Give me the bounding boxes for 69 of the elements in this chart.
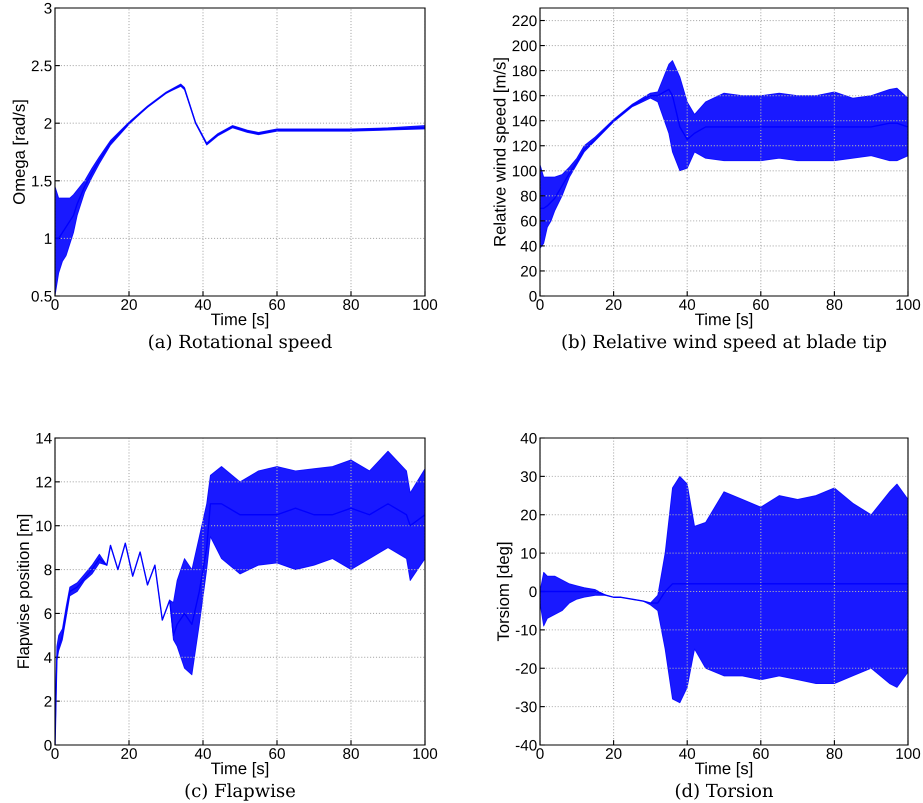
y-tick-label: 40 <box>520 432 537 444</box>
y-tick-label: 60 <box>521 216 537 227</box>
x-tick-label: 40 <box>679 748 696 759</box>
x-tick-label: 20 <box>606 748 622 759</box>
y-tick-label: 0 <box>529 290 537 302</box>
y-tick-label: 1.5 <box>32 176 52 186</box>
x-tick-label: 80 <box>826 748 842 759</box>
y-axis-title: Relative wind speed [m/s] <box>493 58 509 246</box>
y-tick-label: 120 <box>512 140 537 152</box>
x-tick-label: 100 <box>413 748 438 759</box>
y-tick-label: 0 <box>529 586 537 598</box>
y-tick-label: 80 <box>520 190 537 202</box>
x-axis-title: Time [s] <box>211 762 268 778</box>
x-tick-label: 60 <box>269 299 285 310</box>
x-tick-label: 0 <box>536 299 544 310</box>
y-tick-label: 100 <box>512 166 537 176</box>
x-tick-label: 20 <box>606 299 622 310</box>
y-tick-label: 3 <box>44 2 52 14</box>
y-tick-label: 10 <box>521 548 537 559</box>
y-tick-label: 4 <box>44 652 52 663</box>
text: (b) Relative wind speed at blade tip <box>562 334 886 352</box>
y-tick-label: 140 <box>512 116 537 126</box>
x-tick-label: 100 <box>896 299 920 310</box>
x-tick-label: 60 <box>753 748 769 759</box>
y-tick-label: 6 <box>44 608 52 620</box>
y-tick-label: 2 <box>44 696 52 707</box>
x-tick-label: 40 <box>679 299 696 310</box>
y-tick-label: -10 <box>516 624 537 636</box>
y-tick-label: 160 <box>512 90 537 102</box>
x-tick-label: 100 <box>413 299 438 310</box>
x-tick-label: 80 <box>343 299 359 310</box>
y-tick-label: 30 <box>520 471 537 482</box>
y-tick-label: 10 <box>36 520 52 532</box>
x-tick-label: 80 <box>826 299 842 310</box>
x-tick-label: 60 <box>269 748 285 759</box>
y-tick-label: 0 <box>44 740 52 751</box>
y-tick-label: 12 <box>36 476 52 488</box>
x-tick-label: 100 <box>896 748 920 759</box>
x-axis-title: Time [s] <box>695 762 752 778</box>
y-tick-label: 40 <box>520 240 537 252</box>
y-tick-label: 14 <box>36 433 52 444</box>
x-axis-title: Time [s] <box>211 313 268 329</box>
y-axis-title: Omega [rad/s] <box>12 100 28 204</box>
y-tick-label: -20 <box>516 663 537 674</box>
y-tick-label: 20 <box>521 510 537 520</box>
y-tick-label: 220 <box>512 15 537 26</box>
x-tick-label: 80 <box>343 748 359 759</box>
x-tick-label: 20 <box>121 748 137 759</box>
y-tick-label: -30 <box>516 701 537 712</box>
x-tick-label: 40 <box>194 299 211 310</box>
text: (c) Flapwise <box>186 783 295 801</box>
x-axis-title: Time [s] <box>695 313 752 329</box>
y-tick-label: 1 <box>44 233 52 244</box>
y-axis-title: Torsiom [deg] <box>496 542 512 642</box>
y-axis-title: Flapwise position [m] <box>16 514 32 668</box>
x-tick-label: 0 <box>536 748 544 759</box>
y-tick-label: -40 <box>516 740 537 751</box>
text: (d) Torsion <box>676 783 774 800</box>
text: (a) Rotational speed <box>149 334 332 352</box>
x-tick-label: 40 <box>194 748 211 759</box>
x-tick-label: 20 <box>121 299 137 310</box>
y-tick-label: 180 <box>512 65 537 76</box>
y-tick-label: 2.5 <box>32 60 52 72</box>
y-tick-label: 20 <box>521 266 537 277</box>
y-tick-label: 0.5 <box>32 290 52 302</box>
y-tick-label: 200 <box>512 40 537 52</box>
x-tick-label: 60 <box>753 299 769 310</box>
y-tick-label: 2 <box>44 118 52 129</box>
y-tick-label: 8 <box>44 564 52 576</box>
